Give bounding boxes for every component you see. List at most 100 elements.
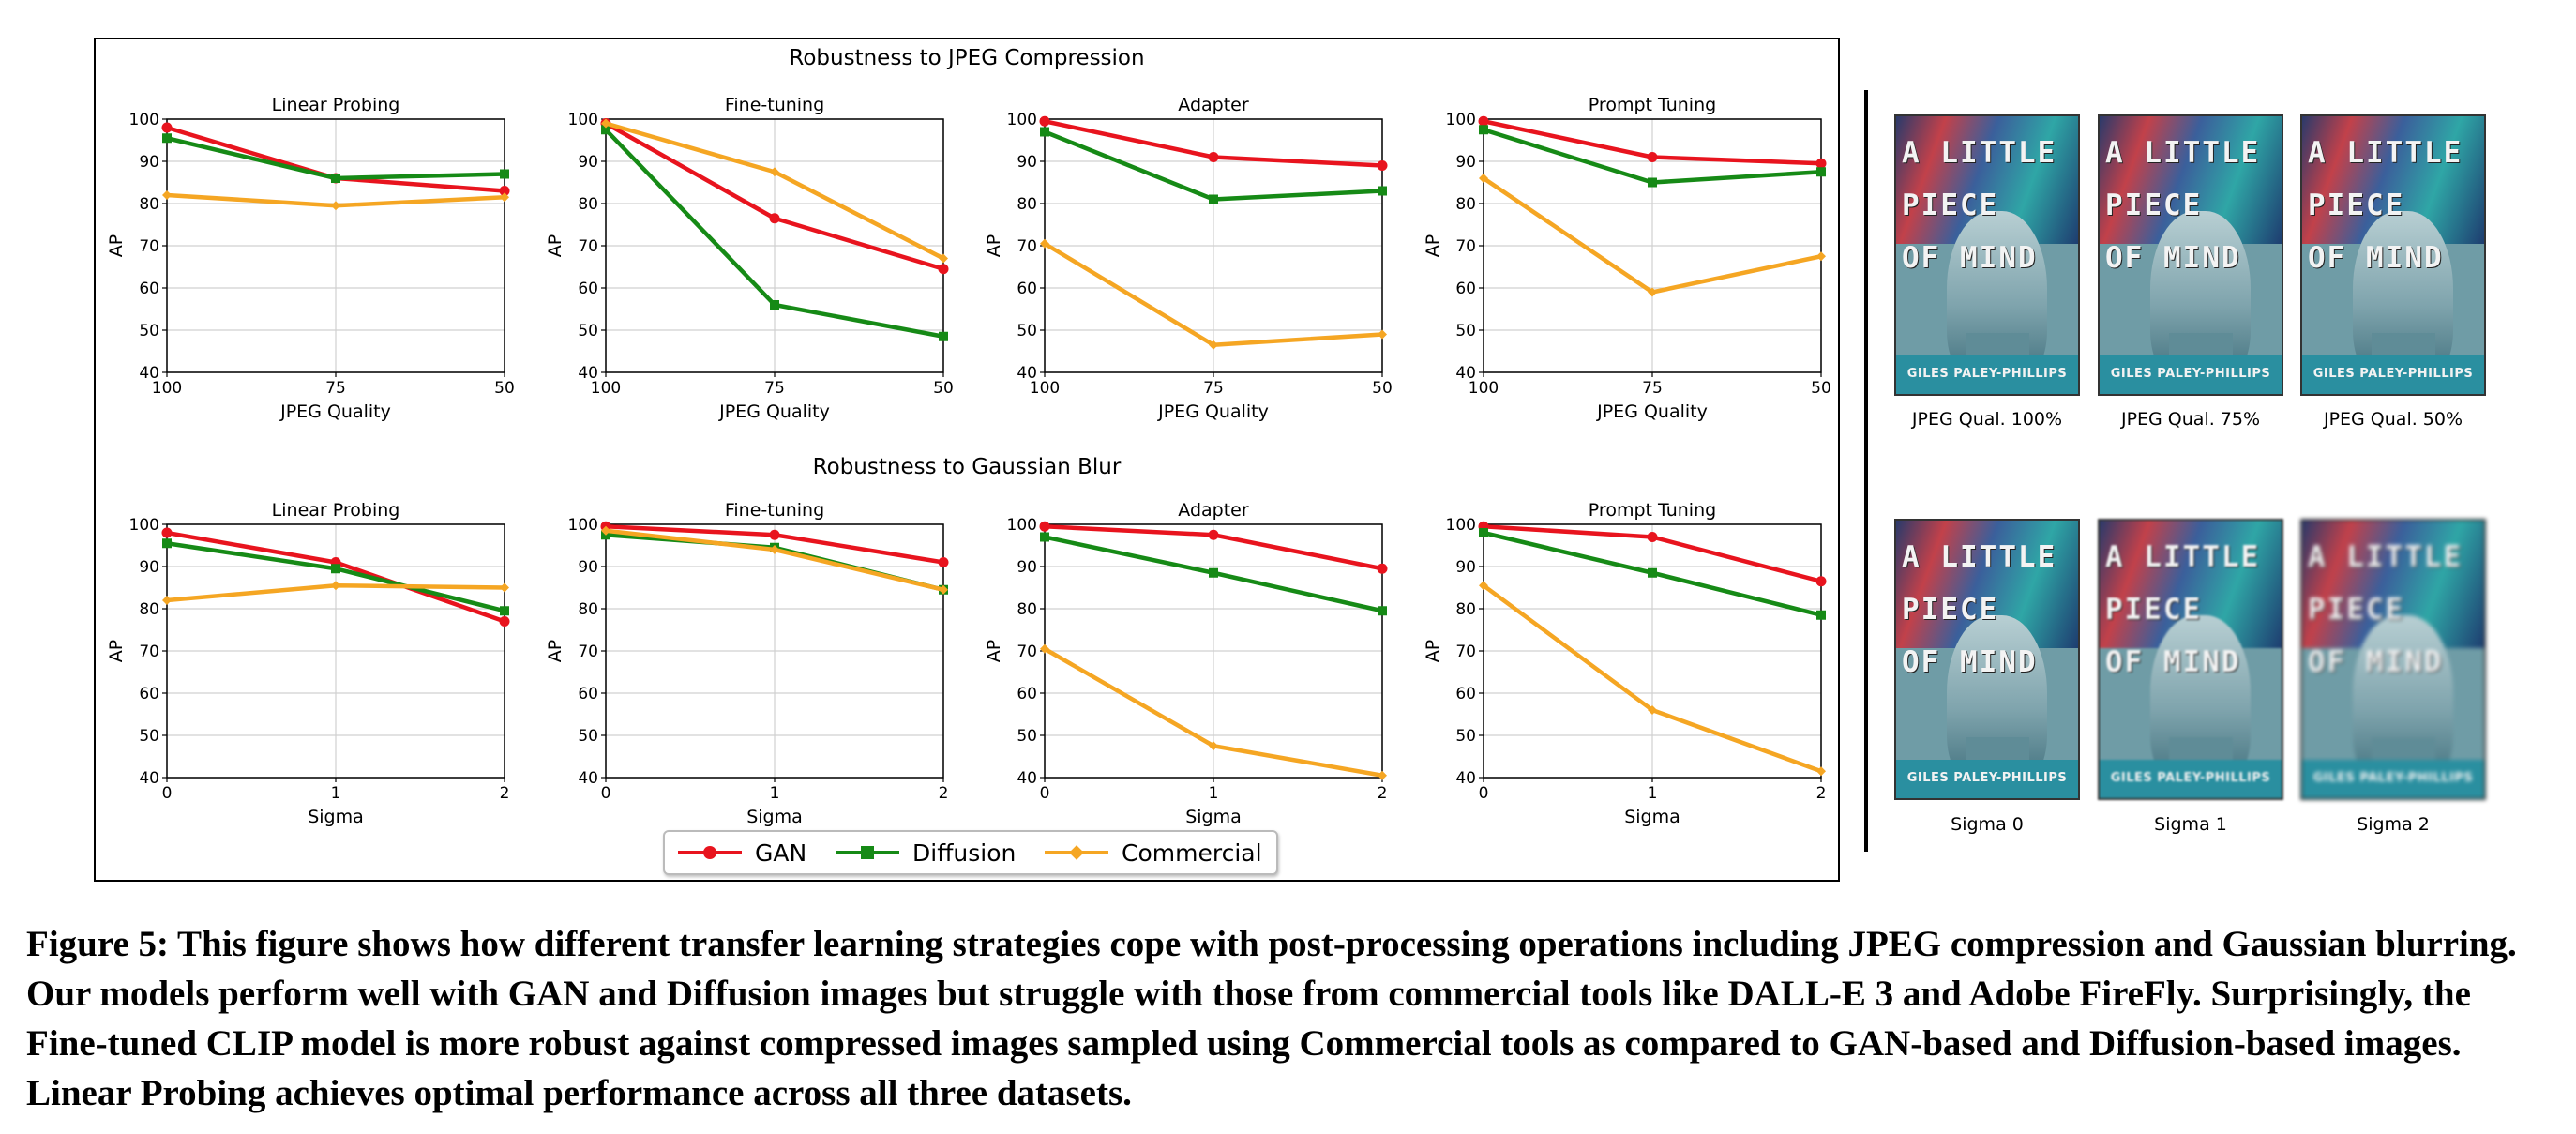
cover-footer-band [2302,759,2484,798]
chart-1-ytick-label-3: 70 [139,237,159,256]
chart-4-point-commercial-1 [1648,287,1657,297]
chart-6-xtick-label-0: 0 [601,784,611,803]
chart-8-ytick-label-6: 100 [1446,516,1476,535]
chart-5-ytick-label-6: 100 [129,516,159,535]
chart-3-title: Adapter [1178,95,1249,115]
chart-5-ytick-label-1: 50 [139,727,159,746]
cover-footer-band [2302,355,2484,394]
chart-5-ytick-label-0: 40 [139,769,159,788]
chart-2-xlabel: JPEG Quality [718,401,830,422]
chart-7-point-gan-0 [1039,521,1050,532]
chart-3-point-gan-0 [1039,115,1050,127]
chart-7-xtick-label-0: 0 [1040,784,1050,803]
chart-4-title: Prompt Tuning [1589,95,1716,115]
thumbnail-caption: Sigma 0 [1951,814,2024,835]
chart-3-ylabel: AP [984,234,1004,257]
chart-4-ytick-label-3: 70 [1455,237,1476,256]
chart-1-point-commercial-2 [500,192,509,203]
chart-8-ytick-label-3: 70 [1455,643,1476,661]
chart-6-ytick-label-4: 80 [578,600,598,619]
figure-caption: Figure 5: This figure shows how differen… [26,924,2517,1113]
chart-5-point-diffusion-2 [500,606,509,616]
chart-6-xtick-label-1: 1 [770,784,780,803]
chart-1-ytick-label-6: 100 [129,111,159,129]
chart-1-point-diffusion-2 [500,169,509,179]
chart-3-ytick-label-2: 60 [1017,280,1037,298]
cover-title-line: OF MIND [2308,645,2444,679]
cover-title-line: PIECE [2308,593,2405,627]
chart-5-xlabel: Sigma [308,807,364,827]
chart-7-xtick-label-2: 2 [1378,784,1388,803]
chart-4-xlabel: JPEG Quality [1596,401,1708,422]
chart-2-point-commercial-1 [770,167,779,177]
chart-6-xtick-label-2: 2 [939,784,949,803]
cover-author: GILES PALEY-PHILLIPS [2312,771,2474,785]
chart-5-ytick-label-5: 90 [139,558,159,577]
chart-6-point-commercial-2 [939,584,948,595]
chart-4-xtick-label-2: 50 [1811,379,1831,398]
chart-8-xlabel: Sigma [1624,807,1680,827]
chart-7-ytick-label-3: 70 [1017,643,1037,661]
chart-1-ytick-label-4: 80 [139,195,159,214]
cover-title-line: OF MIND [2105,241,2241,275]
chart-3-ytick-label-4: 80 [1017,195,1037,214]
chart-8-ytick-label-1: 50 [1455,727,1476,746]
cover-author: GILES PALEY-PHILLIPS [2110,367,2271,381]
chart-5-ytick-label-2: 60 [139,685,159,703]
chart-4-point-diffusion-2 [1816,167,1826,177]
chart-5-xtick-label-0: 0 [162,784,173,803]
vertical-divider [1864,90,1868,852]
chart-2-point-diffusion-1 [770,300,779,310]
legend-swatch-commercial [1045,839,1108,867]
chart-6-ylabel: AP [545,640,565,662]
chart-4-point-commercial-0 [1479,174,1488,183]
cover-footer-band [1896,355,2078,394]
chart-2-xtick-label-2: 50 [933,379,954,398]
chart-2-ytick-label-1: 50 [578,322,598,340]
chart-3-point-diffusion-1 [1209,194,1218,204]
chart-6-point-commercial-0 [601,525,610,536]
cover-author: GILES PALEY-PHILLIPS [1906,367,2068,381]
book-cover-thumbnail: A LITTLE PIECE OF MIND GILES PALEY-PHILLIPS [2098,519,2283,800]
cover-title-line: A LITTLE [2308,136,2463,170]
cover-title-line: A LITTLE [1902,540,2057,574]
legend-item-diffusion: Diffusion [836,832,1016,873]
chart-8-point-gan-2 [1815,576,1827,587]
chart-8-ytick-label-0: 40 [1455,769,1476,788]
chart-4-point-gan-2 [1815,158,1827,169]
chart-1-point-commercial-0 [162,190,172,200]
chart-5-point-commercial-1 [331,581,340,591]
chart-2-point-commercial-2 [939,253,948,264]
chart-3-point-diffusion-0 [1040,127,1049,137]
chart-4-xtick-label-0: 100 [1469,379,1499,398]
chart-5-ytick-label-3: 70 [139,643,159,661]
chart-3-ytick-label-5: 90 [1017,153,1037,172]
chart-6-xlabel: Sigma [746,807,803,827]
chart-3-ytick-label-6: 100 [1007,111,1037,129]
chart-7-point-diffusion-0 [1040,532,1049,542]
thumbnail-caption: JPEG Qual. 75% [2120,409,2261,430]
chart-2-point-gan-1 [769,213,780,224]
chart-1-title: Linear Probing [272,95,400,115]
chart-1-xtick-label-0: 100 [152,379,182,398]
chart-5-xtick-label-2: 2 [500,784,510,803]
chart-4-point-gan-0 [1478,115,1489,127]
chart-5-ylabel: AP [106,640,127,662]
chart-7-point-commercial-2 [1378,770,1387,780]
chart-5-ytick-label-4: 80 [139,600,159,619]
figure-panel: 40 50 60 70 80 90 100 100 75 50 Linear Probing JPEG… [94,38,1840,882]
chart-5-point-diffusion-0 [162,538,172,549]
chart-3-ytick-label-3: 70 [1017,237,1037,256]
chart-7-ytick-label-2: 60 [1017,685,1037,703]
chart-2-title: Fine-tuning [725,95,824,115]
chart-7-point-diffusion-2 [1378,606,1387,616]
chart-5-xtick-label-1: 1 [331,784,341,803]
chart-1-ytick-label-0: 40 [139,364,159,383]
chart-8-point-diffusion-1 [1648,567,1657,578]
chart-8-xtick-label-0: 0 [1479,784,1489,803]
book-cover-thumbnail: A LITTLE PIECE OF MIND GILES PALEY-PHILLIPS [1894,519,2080,800]
chart-6-ytick-label-1: 50 [578,727,598,746]
chart-4-xtick-label-1: 75 [1642,379,1663,398]
chart-5-point-gan-0 [161,527,173,538]
row-title-jpeg: Robustness to JPEG Compression [789,46,1145,70]
